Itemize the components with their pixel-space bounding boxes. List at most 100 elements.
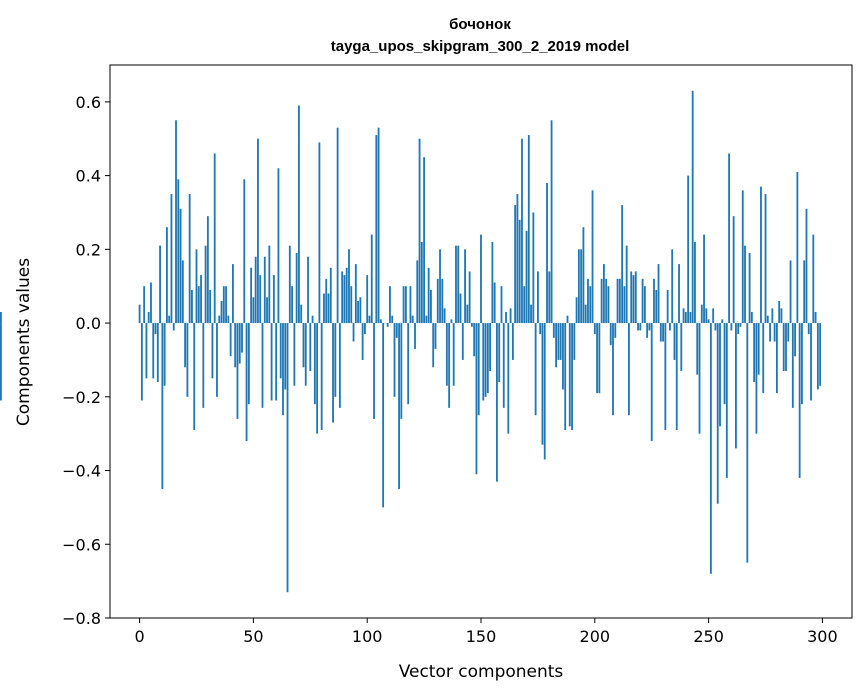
bar <box>323 293 325 324</box>
bar <box>150 282 152 324</box>
bar <box>803 260 806 324</box>
bar <box>675 323 678 430</box>
bar <box>794 323 797 357</box>
y-axis: −0.8 −0.6 −0.4 −0.2 0.0 0.2 0.4 0.6 <box>62 93 110 628</box>
bar <box>739 323 742 327</box>
bar <box>500 286 503 324</box>
bar <box>334 323 337 397</box>
bar <box>168 315 171 324</box>
bar <box>379 319 382 324</box>
bar <box>327 293 330 324</box>
bar <box>407 323 410 405</box>
bar <box>525 230 528 324</box>
bar <box>243 179 246 324</box>
bar <box>291 286 293 324</box>
x-tick-label: 300 <box>807 627 838 646</box>
y-tick-label: 0.2 <box>76 240 101 259</box>
bar <box>204 245 207 324</box>
bar <box>395 323 398 338</box>
bar <box>766 315 769 324</box>
bar <box>698 323 701 434</box>
bar <box>562 323 564 390</box>
bar <box>238 323 241 364</box>
bar <box>282 323 284 416</box>
bar <box>787 323 790 342</box>
bar <box>782 323 785 371</box>
chart-subtitle: tayga_upos_skipgram_300_2_2019 model <box>331 38 630 55</box>
bar <box>491 241 494 324</box>
bar <box>232 264 234 324</box>
bar <box>325 278 328 324</box>
bar <box>161 323 164 489</box>
bar <box>457 245 460 324</box>
bar <box>696 323 699 375</box>
bar <box>511 323 514 360</box>
bar <box>0 323 2 401</box>
bar <box>728 153 730 324</box>
bar <box>398 323 400 489</box>
bar <box>211 323 214 379</box>
bar <box>484 323 487 397</box>
bar <box>603 264 605 324</box>
bar <box>618 278 621 324</box>
bar <box>159 245 161 324</box>
bar <box>213 153 216 324</box>
bar <box>700 304 703 324</box>
bar <box>682 308 685 324</box>
bar <box>582 227 585 324</box>
bar <box>366 275 369 324</box>
bar <box>564 323 567 430</box>
y-tick-label: −0.6 <box>62 535 101 554</box>
bar <box>516 194 519 324</box>
bar <box>730 323 733 331</box>
bar <box>377 127 380 324</box>
bar <box>816 323 819 390</box>
bar <box>605 278 608 324</box>
bar <box>179 208 182 324</box>
bar <box>550 120 553 324</box>
bar <box>673 323 676 360</box>
x-tick-label: 150 <box>466 627 497 646</box>
bar <box>655 289 658 324</box>
bar <box>200 275 202 324</box>
bar <box>741 190 744 324</box>
bar <box>573 323 576 360</box>
bar <box>536 271 539 324</box>
bar <box>814 312 817 324</box>
bar <box>332 323 334 423</box>
bar <box>468 271 471 324</box>
bar <box>518 219 521 324</box>
bar <box>486 323 489 394</box>
bar <box>637 323 639 331</box>
bar <box>434 323 437 349</box>
bar <box>338 323 341 408</box>
bar <box>152 323 155 379</box>
bar <box>448 323 451 408</box>
bar <box>566 315 569 324</box>
bar <box>266 297 268 324</box>
bar <box>646 323 649 338</box>
bar <box>470 323 473 327</box>
bar <box>197 286 200 324</box>
bar <box>165 227 168 324</box>
bar <box>723 323 726 405</box>
bar <box>345 267 348 324</box>
bar <box>750 312 753 324</box>
bar <box>796 171 799 324</box>
bar <box>261 323 264 408</box>
bar <box>725 323 728 478</box>
bar <box>439 249 441 324</box>
bar <box>188 194 191 324</box>
bar <box>591 190 594 324</box>
bar <box>329 267 332 324</box>
bar <box>801 323 803 405</box>
x-tick-label: 200 <box>580 627 611 646</box>
bar <box>643 286 646 324</box>
bar <box>664 323 667 430</box>
bar <box>218 315 221 324</box>
bar <box>259 275 262 324</box>
bar <box>193 323 196 430</box>
bar <box>580 249 583 324</box>
y-tick-label: −0.8 <box>62 609 101 628</box>
bar <box>423 157 426 324</box>
